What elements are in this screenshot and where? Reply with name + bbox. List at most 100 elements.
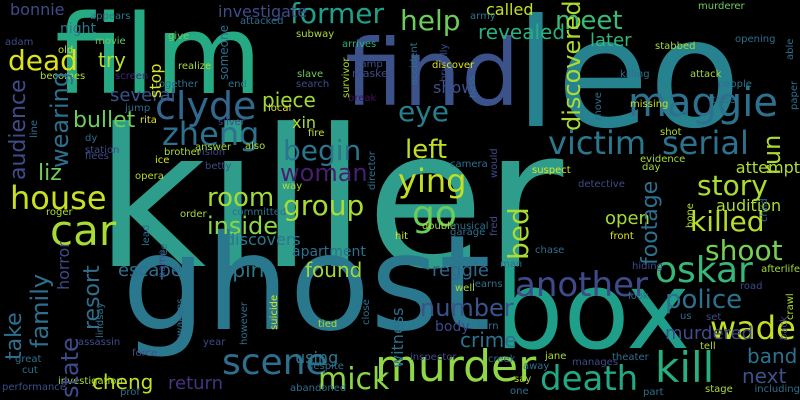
- word-maggie: maggie: [628, 80, 778, 126]
- word-suspect: paper: [789, 80, 800, 110]
- word-pass: year: [203, 337, 226, 348]
- word-leo: leo: [515, 0, 741, 162]
- word-rita: masked: [352, 67, 395, 80]
- word-ghost: ghost: [122, 207, 491, 361]
- word-cheng: footage: [638, 180, 663, 265]
- word-opening: witness: [388, 307, 407, 368]
- word-together: discover: [432, 60, 475, 71]
- word-horror: great: [15, 354, 42, 365]
- word-liz: inside: [207, 212, 279, 240]
- word-dead: dead: [8, 44, 78, 77]
- word-film: film: [55, 0, 263, 119]
- word-find: find: [345, 20, 520, 127]
- word-slave: subway: [296, 29, 335, 40]
- word-committed: line: [29, 119, 40, 138]
- word-using: attempt: [735, 158, 800, 177]
- word-try: revealed: [478, 20, 566, 44]
- word-one: name: [157, 249, 168, 278]
- word-number: liz: [38, 161, 62, 186]
- word-back: tell: [700, 341, 716, 352]
- word-stabbed: bonnie: [10, 0, 65, 19]
- word-fire: killing: [620, 69, 650, 80]
- word-clyde: clyde: [155, 84, 257, 128]
- word-abandoned: director: [367, 151, 378, 190]
- word-take: force: [132, 348, 158, 359]
- word-turn: bone: [685, 203, 696, 228]
- word-brother: search: [296, 79, 330, 90]
- word-garage: flees: [85, 151, 109, 162]
- word-run: well: [455, 283, 475, 294]
- word-attacked: using: [295, 348, 339, 367]
- word-answer: together: [155, 79, 199, 90]
- word-missing: opening: [735, 34, 776, 45]
- word-well: evidence: [640, 154, 686, 165]
- word-found: spirit: [222, 258, 273, 282]
- word-later: meet: [555, 6, 623, 36]
- word-audition: show: [433, 78, 475, 97]
- word-wearing: crawl: [785, 293, 796, 320]
- word-ying: ying: [398, 162, 467, 200]
- word-director: inspector: [410, 352, 457, 363]
- word-appears: cheng: [92, 370, 154, 394]
- word-line: abandoned: [290, 383, 347, 394]
- word-inspector: fred: [489, 216, 500, 236]
- word-death: death: [540, 359, 639, 399]
- word-paper: tied: [318, 319, 338, 330]
- word-camera: becomes: [40, 71, 86, 82]
- word-way: jump: [125, 103, 151, 114]
- word-manages: hit: [395, 231, 409, 242]
- word-year: committed: [232, 207, 287, 218]
- word-police: police: [665, 285, 743, 315]
- word-also: end: [228, 79, 247, 90]
- word-child: away: [523, 361, 550, 372]
- word-fred: turn: [478, 321, 499, 332]
- word-help: help: [400, 4, 461, 37]
- word-break: old: [58, 45, 74, 56]
- word-murdered: state: [56, 337, 84, 398]
- word-screen: army: [470, 11, 496, 22]
- word-tell: afterlife: [761, 264, 800, 275]
- word-bonnie: horror: [54, 241, 73, 290]
- word-double: dy: [85, 133, 98, 144]
- word-look: day: [642, 162, 661, 173]
- word-becomes: stabbed: [655, 41, 696, 52]
- word-despite: musical: [450, 221, 489, 232]
- word-scene: scene: [222, 342, 328, 383]
- word-bone: creek: [488, 354, 516, 365]
- word-jane: garage: [450, 227, 486, 238]
- word-suicide: stage: [705, 384, 733, 395]
- word-awakens: theater: [612, 352, 649, 363]
- word-attempt: run: [758, 134, 786, 175]
- word-attack: someone: [217, 25, 231, 80]
- word-former: former: [290, 0, 385, 30]
- word-movie: reggie: [432, 260, 490, 281]
- word-resort: set: [706, 312, 722, 323]
- word-give: murdered: [665, 323, 754, 344]
- word-flees: slave: [297, 69, 324, 80]
- word-brutally: awakens: [175, 298, 186, 342]
- word-several: called: [486, 0, 534, 19]
- word-stage: hiding: [632, 261, 663, 272]
- word-people: murderer: [698, 1, 745, 12]
- word-band: number: [420, 294, 514, 322]
- word-local: attack: [690, 69, 722, 80]
- word-roger: rita: [140, 115, 157, 126]
- word-bed: learns: [472, 279, 503, 290]
- word-front: vision: [196, 147, 226, 158]
- word-camp: attacked: [240, 16, 284, 27]
- word-mick: mick: [318, 362, 390, 397]
- word-revealed: later: [590, 30, 632, 51]
- word-woman: woman: [280, 159, 368, 187]
- word-victim: victim: [548, 124, 647, 162]
- word-car: car: [50, 206, 117, 255]
- word-story: story: [697, 169, 768, 202]
- word-begin: begin: [283, 134, 362, 167]
- word-able: despite: [307, 361, 344, 372]
- word-called: discovered: [558, 0, 586, 131]
- word-shoot: shoot: [705, 234, 783, 267]
- word-assassin: camera: [450, 159, 488, 170]
- word-survivor: however: [239, 302, 250, 345]
- word-show: piece: [262, 88, 316, 112]
- word-betty: screen: [115, 71, 149, 82]
